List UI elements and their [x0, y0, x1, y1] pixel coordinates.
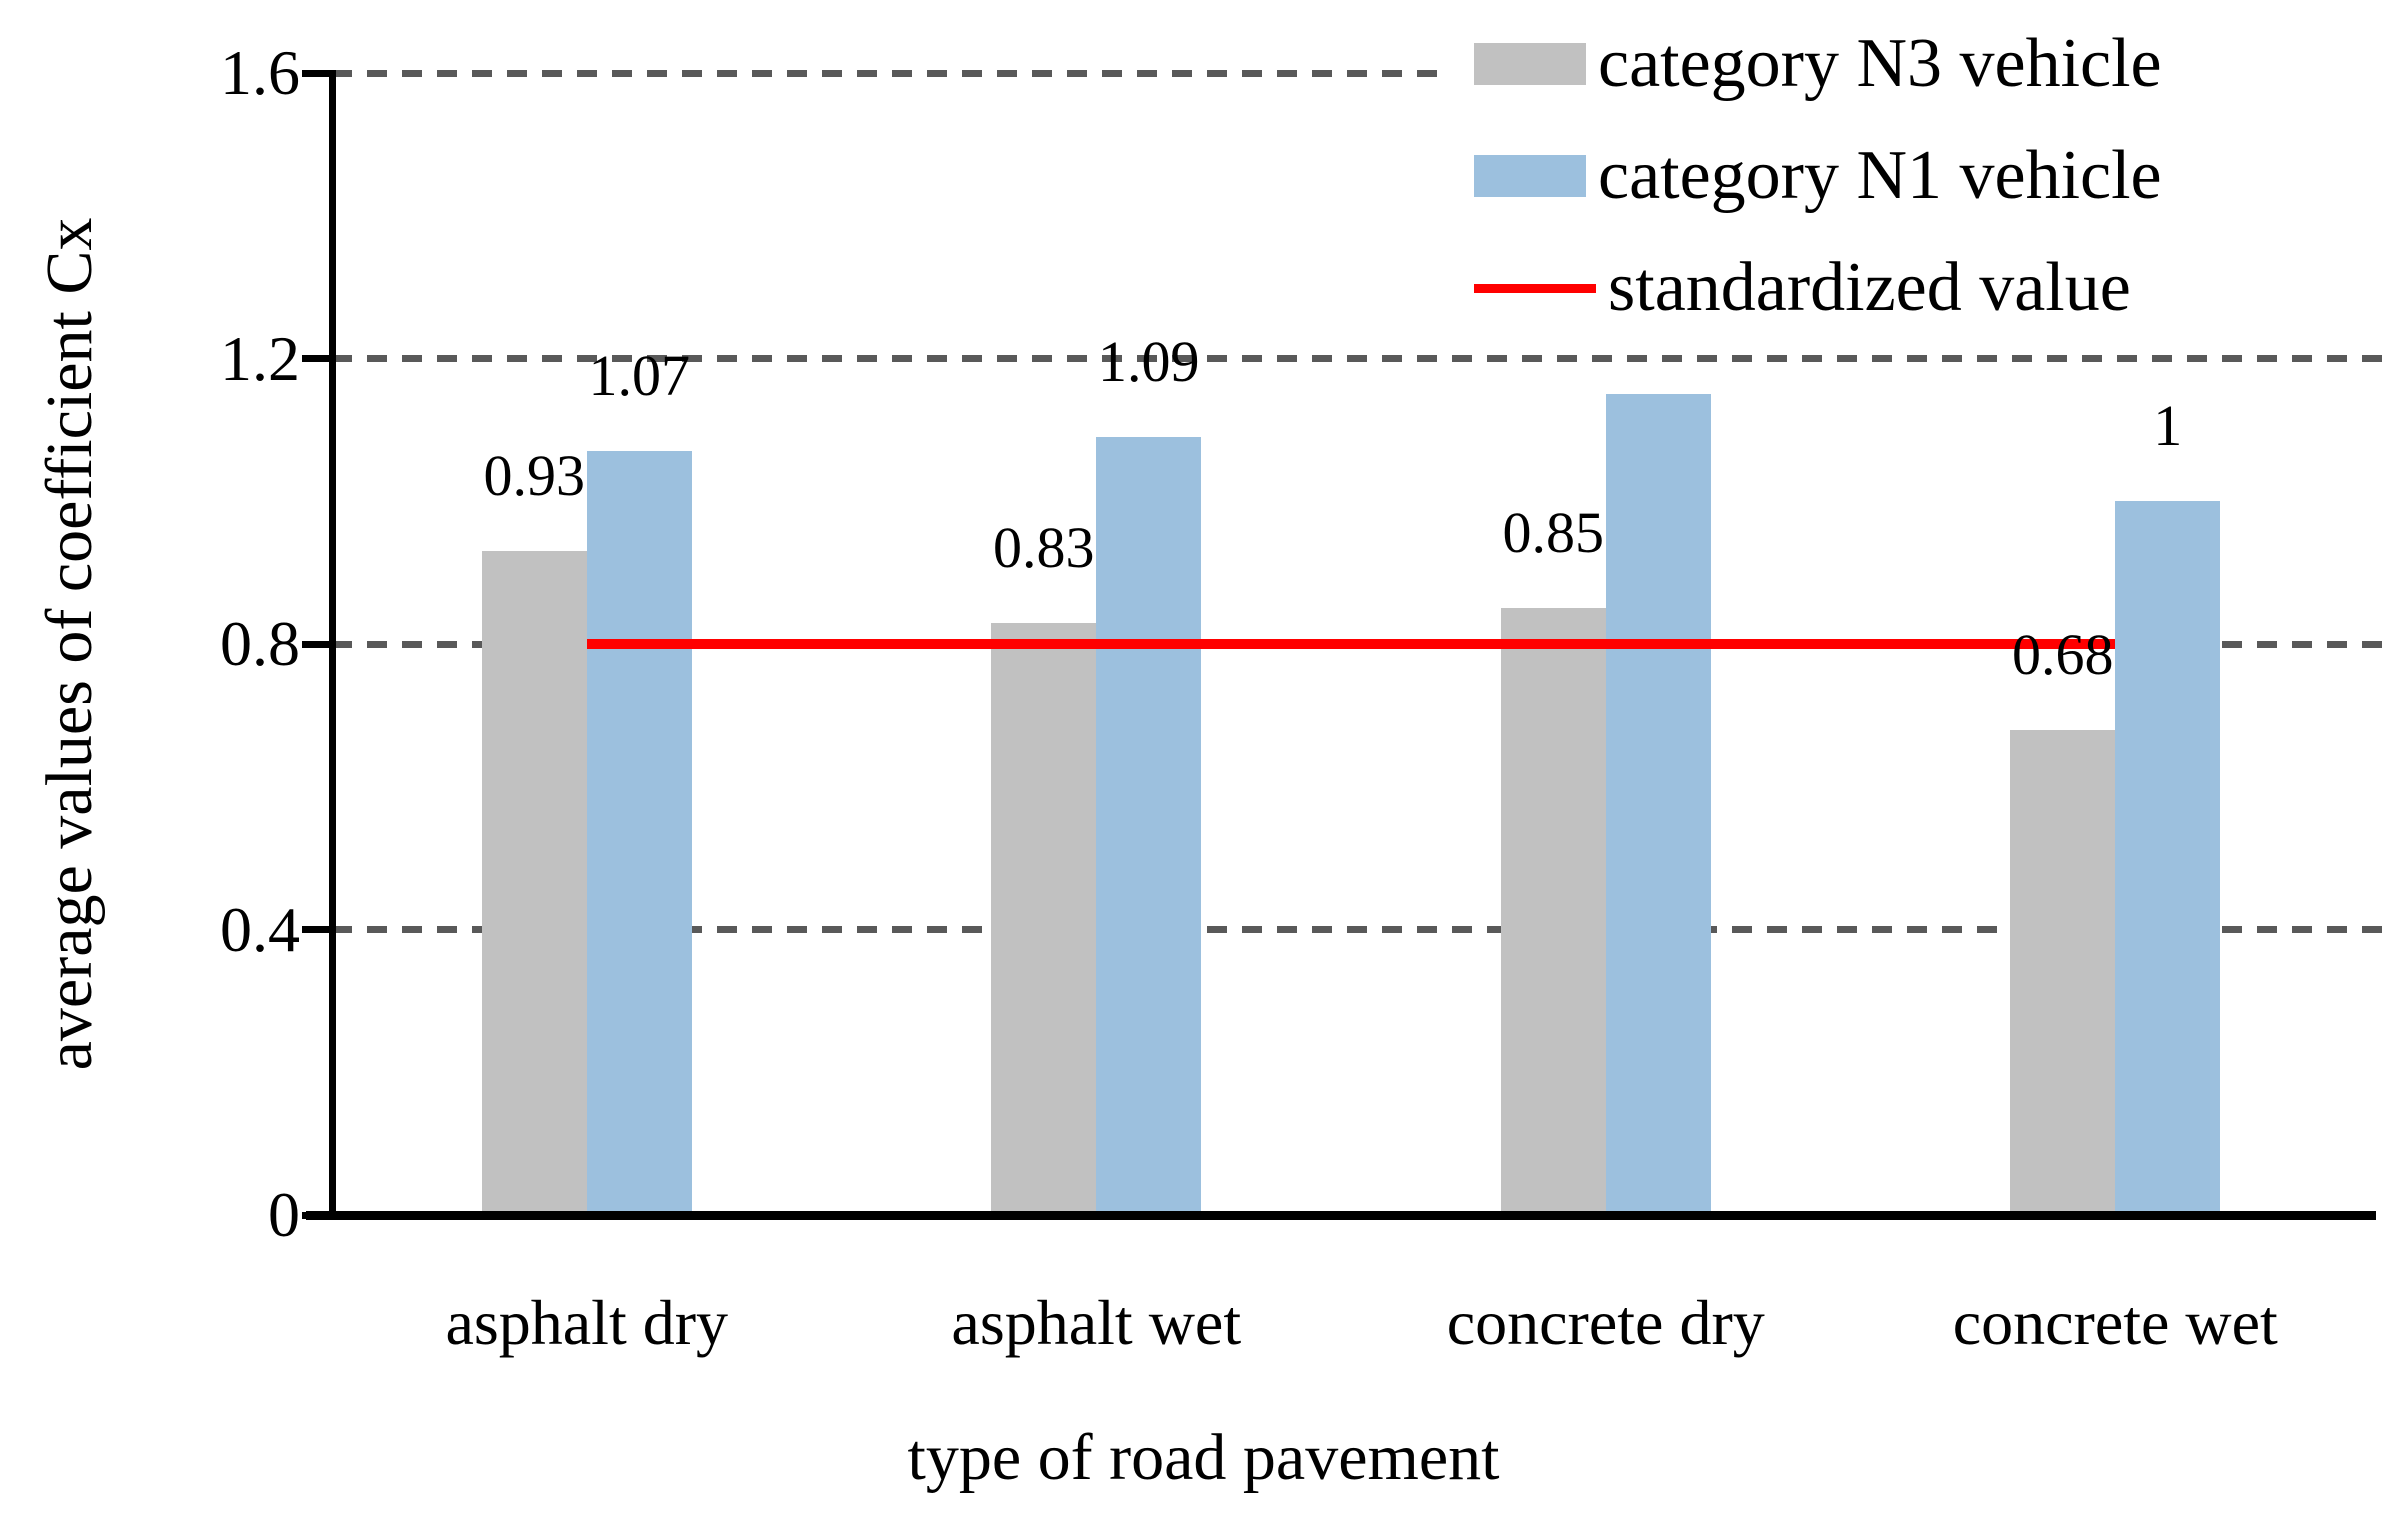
bar-n3-asphalt-wet [991, 622, 1097, 1215]
gridline-y-1.6 [332, 69, 2392, 77]
x-axis-title: type of road pavement [907, 1421, 1500, 1494]
bar-n1-concrete-wet [2115, 501, 2221, 1215]
y-tick-label-0.8: 0.8 [220, 608, 300, 679]
y-tick-label-0.4: 0.4 [220, 893, 300, 965]
legend-label-n1: category N1 vehicle [1598, 137, 2162, 214]
plot-area: 0.93 1.07 0.83 1.09 0.85 0.68 1 [332, 69, 2392, 1215]
x-category-label-concrete-dry: concrete dry [1446, 1287, 1765, 1358]
legend-line-swatch [1474, 283, 1596, 293]
y-axis-line [329, 70, 336, 1220]
legend-item-standardized-value: standardized value [1474, 232, 2407, 344]
data-label-n1-concrete-wet: 1 [2153, 393, 2183, 459]
bar-n3-asphalt-dry [481, 551, 587, 1215]
y-tick-label-1.6: 1.6 [220, 37, 300, 108]
legend-swatch-n1 [1474, 155, 1586, 197]
x-category-label-concrete-wet: concrete wet [1952, 1287, 2278, 1358]
gridline-y-0.4 [332, 926, 2392, 933]
legend-label-n3: category N3 vehicle [1598, 25, 2162, 102]
legend: category N3 vehicle category N1 vehicle … [1450, 8, 2407, 344]
x-axis-line [306, 1211, 2376, 1220]
standardized-value-line [586, 639, 2116, 649]
x-category-label-asphalt-dry: asphalt dry [445, 1287, 729, 1358]
bar-n3-concrete-wet [2010, 729, 2116, 1215]
bar-n1-concrete-dry [1605, 394, 1711, 1215]
bar-n1-asphalt-dry [586, 451, 692, 1215]
legend-item-n3: category N3 vehicle [1474, 8, 2407, 120]
y-tick-0.8 [302, 640, 332, 648]
y-tick-0.4 [302, 926, 332, 933]
x-category-label-asphalt-wet: asphalt wet [951, 1287, 1242, 1358]
data-label-n3-concrete-wet: 0.68 [2012, 621, 2114, 687]
bar-n3-concrete-dry [1500, 608, 1606, 1215]
data-label-n3-concrete-dry: 0.85 [1502, 500, 1605, 566]
gridline-y-1.2 [332, 355, 2392, 362]
y-tick-1.6 [302, 69, 332, 77]
data-label-n1-asphalt-wet: 1.09 [1098, 329, 1200, 395]
data-label-n3-asphalt-dry: 0.93 [483, 443, 586, 509]
legend-swatch-n3 [1474, 43, 1586, 85]
bar-n1-asphalt-wet [1096, 437, 1202, 1215]
data-label-n3-asphalt-wet: 0.83 [993, 514, 1095, 580]
legend-item-n1: category N1 vehicle [1474, 120, 2407, 232]
legend-label-standardized-value: standardized value [1608, 249, 2131, 326]
data-label-n1-asphalt-dry: 1.07 [588, 343, 691, 409]
y-tick-1.2 [302, 355, 332, 362]
y-tick-label-1.2: 1.2 [220, 322, 300, 394]
y-tick-label-0: 0 [268, 1179, 300, 1250]
